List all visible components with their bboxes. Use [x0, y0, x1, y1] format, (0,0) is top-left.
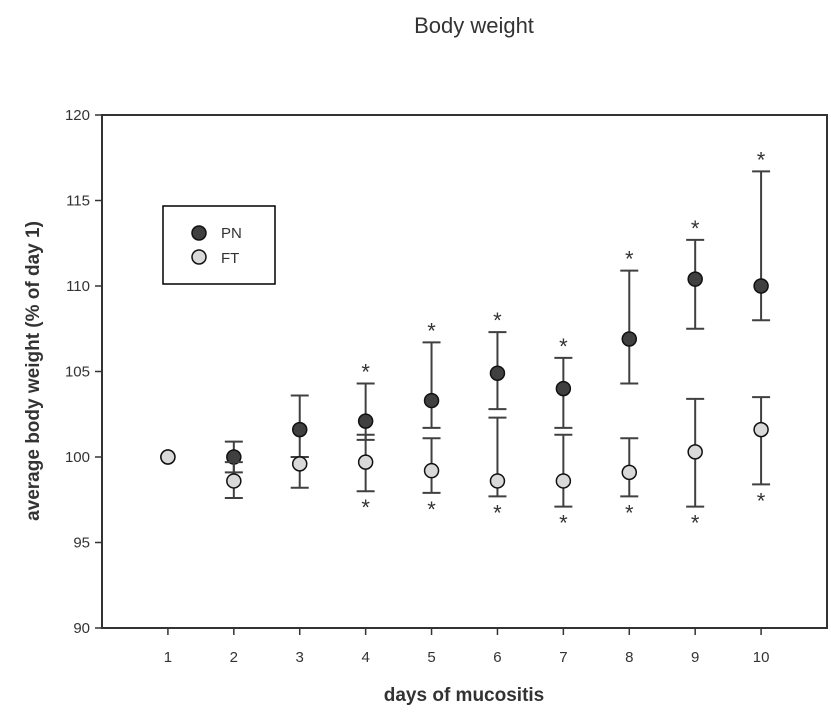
legend-label-ft: FT — [221, 250, 239, 267]
data-point — [753, 278, 769, 294]
legend: PN FT — [162, 205, 276, 285]
data-point — [621, 464, 638, 481]
series-ft: * * * * * * * — [160, 396, 771, 536]
y-tick-label: 110 — [66, 278, 90, 295]
x-tick-label: 5 — [427, 649, 435, 666]
significance-marker: * — [757, 488, 766, 513]
chart-title: Body weight — [414, 13, 534, 38]
x-tick-label: 6 — [493, 649, 501, 666]
data-point — [555, 380, 572, 397]
legend-marker-pn — [191, 225, 207, 241]
legend-marker-ft — [191, 249, 207, 265]
significance-marker: * — [757, 147, 766, 172]
y-axis-label: average body weight (% of day 1) — [23, 221, 44, 521]
legend-label-pn: PN — [221, 225, 242, 242]
y-tick-label: 115 — [66, 193, 90, 210]
significance-marker: * — [493, 500, 502, 525]
y-tick-label: 100 — [65, 449, 90, 466]
x-tick-label: 8 — [625, 649, 633, 666]
significance-marker: * — [427, 318, 436, 343]
x-tick-label: 10 — [753, 649, 770, 666]
significance-marker: * — [625, 500, 634, 525]
data-point — [489, 365, 506, 381]
significance-marker: * — [361, 359, 370, 384]
x-tick-label: 9 — [691, 649, 699, 666]
significance-marker: * — [493, 308, 502, 333]
data-point — [291, 421, 308, 438]
data-point — [357, 413, 374, 429]
data-point — [753, 421, 769, 438]
x-axis: 1 2 3 4 5 6 7 8 9 10 — [164, 628, 770, 666]
x-axis-label: days of mucositis — [384, 685, 545, 706]
data-point — [687, 271, 703, 287]
data-point — [291, 456, 308, 472]
y-tick-label: 105 — [65, 364, 90, 381]
data-point — [555, 473, 572, 489]
significance-marker: * — [625, 247, 634, 272]
data-point — [226, 473, 242, 489]
x-tick-label: 4 — [361, 649, 369, 666]
y-tick-label: 95 — [73, 535, 90, 552]
data-point — [423, 392, 440, 409]
significance-marker: * — [427, 497, 436, 522]
data-point — [423, 462, 440, 479]
data-point — [357, 454, 374, 470]
significance-marker: * — [691, 511, 700, 536]
x-tick-label: 3 — [296, 649, 304, 666]
significance-marker: * — [559, 334, 568, 359]
x-tick-label: 2 — [230, 649, 238, 666]
data-series: * * * * * * * * * * * * * * — [160, 147, 771, 536]
data-point — [160, 449, 176, 465]
series-pn: * * * * * * * — [160, 147, 771, 474]
x-tick-label: 1 — [164, 649, 172, 666]
y-axis: 90 95 100 105 110 115 120 — [65, 107, 102, 637]
significance-marker: * — [559, 511, 568, 536]
y-tick-label: 90 — [73, 620, 90, 637]
data-point — [687, 444, 703, 460]
significance-marker: * — [361, 495, 370, 520]
data-point — [489, 473, 506, 489]
significance-marker: * — [691, 216, 700, 241]
data-point — [621, 331, 638, 347]
x-tick-label: 7 — [559, 649, 567, 666]
y-tick-label: 120 — [65, 107, 90, 124]
legend-box — [162, 205, 276, 285]
plot-frame — [101, 114, 828, 629]
